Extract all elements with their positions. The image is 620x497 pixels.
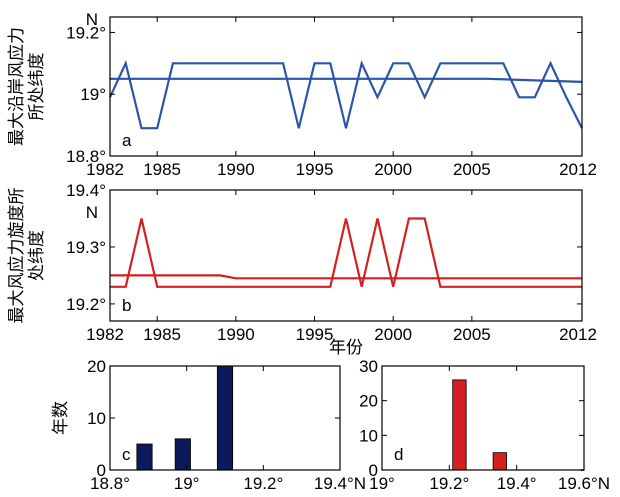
x-axis-label: 年份	[329, 338, 363, 357]
series-line-0	[110, 217, 582, 288]
x-tick-label: 2005	[453, 325, 491, 344]
panel-a: 1982 1985 1990 1995 2000 2005 2012 18.8° 19° 19.2…	[7, 10, 597, 179]
y-tick-label: 19.3°	[66, 238, 106, 257]
x-tick-label: 1995	[296, 160, 334, 179]
panel-label: a	[122, 131, 132, 150]
bar-2	[216, 365, 234, 471]
x-tick-label: 19°	[174, 474, 200, 493]
x-tick-label: 2000	[374, 160, 412, 179]
y-unit-label: N	[86, 203, 98, 222]
series-line-0	[109, 59, 583, 130]
y-tick-label: 19.2°	[66, 295, 106, 314]
y-tick-label: 10	[359, 426, 378, 445]
panel-d: 19° 19.2° 19.4° 19.6°N 0 10 20 30 d	[359, 357, 610, 493]
y-tick-label: 10	[87, 409, 106, 428]
x-tick-label: 2012	[559, 325, 597, 344]
panel-label: c	[122, 445, 131, 464]
y-axis-label: 最大沿岸风应力所处纬度	[7, 27, 46, 146]
panel-label: b	[122, 296, 131, 315]
y-tick-label: 30	[359, 357, 378, 376]
y-axis-label: 年数	[51, 401, 70, 435]
axes-frame	[109, 16, 583, 157]
y-tick-label: 0	[97, 461, 106, 480]
y-tick-label: 18.8°	[66, 147, 106, 166]
y-tick-label: 20	[87, 357, 106, 376]
series-line-1	[110, 77, 583, 83]
x-tick-label: 2000	[374, 325, 412, 344]
bar-0	[136, 443, 153, 471]
x-tick-label: 2005	[453, 160, 491, 179]
x-tick-label: 19°	[369, 474, 395, 493]
x-tick-label: 19.6°N	[558, 474, 610, 493]
bar-1	[492, 452, 507, 471]
x-tick-label: 19.2°	[243, 474, 283, 493]
x-tick-label: 1995	[296, 325, 334, 344]
y-axis-label-line2: 所处纬度	[27, 53, 46, 121]
y-axis-label-line1: 最大沿岸风应力	[7, 27, 26, 146]
panel-label: d	[394, 445, 403, 464]
x-tick-label: 1982	[86, 160, 124, 179]
x-tick-label: 2012	[559, 160, 597, 179]
y-tick-label: 19.4°	[66, 181, 106, 200]
x-tick-label: 1990	[217, 325, 255, 344]
bar-0	[452, 379, 467, 471]
x-tick-label: 1990	[217, 160, 255, 179]
y-axis-label-group: 最大风应力旋度所处纬度	[7, 188, 46, 324]
y-tick-label: 19°	[80, 85, 106, 104]
series-line-1	[110, 274, 582, 280]
x-tick-label: 19.2°	[429, 474, 469, 493]
x-tick-label: 1985	[143, 325, 181, 344]
axes-frame	[109, 189, 583, 322]
y-axis-label-group: 最大沿岸风应力所处纬度	[7, 27, 46, 146]
bar-1	[174, 438, 191, 471]
x-tick-label: 1985	[143, 160, 181, 179]
x-tick-label: 19.4°N	[314, 474, 366, 493]
x-tick-label: 1982	[86, 325, 124, 344]
y-axis-label-line2: 处纬度	[27, 230, 46, 281]
y-tick-label: 0	[369, 461, 378, 480]
panel-c: 18.8° 19° 19.2° 19.4°N 0 10 20 c 年数	[51, 357, 366, 493]
y-tick-label: 20	[359, 392, 378, 411]
axes-frame	[381, 365, 585, 471]
y-unit-label: N	[86, 10, 98, 29]
panel-b: 1982 1985 1990 1995 2000 2005 2012 19.2° 19.3° 19…	[7, 181, 597, 357]
x-tick-label: 19.4°	[497, 474, 537, 493]
y-axis-label-line1: 最大风应力旋度所	[7, 188, 26, 324]
y-tick-label: 19.2°	[66, 23, 106, 42]
x-tick-label: 18.8°	[90, 474, 130, 493]
y-axis-label: 最大风应力旋度所处纬度	[7, 188, 46, 324]
